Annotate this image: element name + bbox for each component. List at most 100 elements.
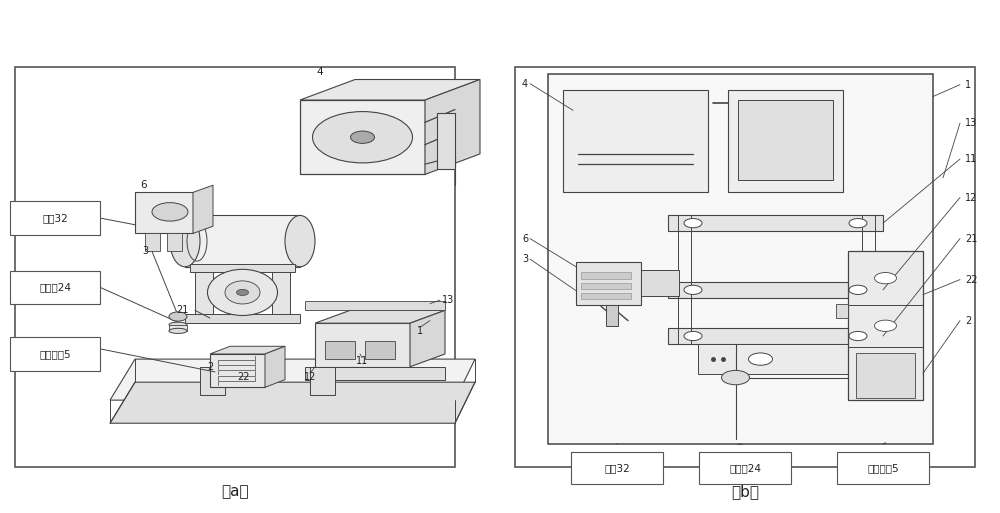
Polygon shape [410, 310, 445, 367]
Circle shape [875, 320, 897, 331]
Text: 22: 22 [237, 372, 249, 382]
Circle shape [849, 331, 867, 341]
Text: 6: 6 [522, 233, 528, 244]
Bar [135, 192, 193, 233]
Bar [300, 100, 425, 174]
Text: 2: 2 [207, 362, 213, 372]
Polygon shape [315, 310, 445, 323]
Bar [145, 233, 160, 251]
Circle shape [722, 370, 750, 385]
Circle shape [351, 131, 374, 143]
Text: 注射泵24: 注射泵24 [39, 282, 71, 292]
Text: 气泵32: 气泵32 [42, 213, 68, 223]
Bar [167, 233, 182, 251]
Text: 1: 1 [965, 80, 971, 90]
Bar [837, 452, 929, 484]
Bar [563, 90, 708, 192]
Circle shape [849, 219, 867, 228]
Ellipse shape [169, 322, 187, 327]
Bar [365, 341, 395, 359]
Bar [272, 267, 290, 318]
Ellipse shape [169, 328, 187, 333]
Bar [305, 367, 445, 380]
Bar [606, 305, 618, 326]
Text: 气泳32: 气泳32 [604, 463, 630, 473]
Text: 3: 3 [142, 246, 148, 256]
Polygon shape [265, 346, 285, 387]
Polygon shape [193, 185, 213, 233]
Circle shape [684, 331, 702, 341]
Text: 注射泳24: 注射泳24 [729, 463, 761, 473]
Text: 检测组件5: 检测组件5 [39, 349, 71, 359]
Ellipse shape [225, 281, 260, 304]
Bar [576, 262, 641, 305]
Bar [515, 67, 975, 467]
Bar [581, 272, 631, 279]
Bar [10, 202, 100, 235]
Bar [200, 367, 225, 395]
Text: 12: 12 [304, 372, 316, 382]
Text: 13: 13 [442, 295, 454, 305]
Bar [10, 338, 100, 370]
Bar [548, 74, 933, 444]
Text: 4: 4 [317, 67, 323, 77]
Circle shape [684, 219, 702, 228]
Bar [699, 452, 791, 484]
Text: （a）: （a） [221, 484, 249, 499]
Bar [10, 271, 100, 304]
Bar [848, 251, 923, 400]
Bar [581, 283, 631, 289]
Bar [185, 215, 300, 267]
Bar [315, 323, 410, 367]
Circle shape [849, 285, 867, 294]
Bar [738, 100, 833, 180]
Text: 12: 12 [965, 192, 977, 203]
Bar [15, 67, 455, 467]
Circle shape [312, 111, 413, 163]
Bar [862, 215, 875, 344]
Bar [185, 314, 300, 323]
Bar [668, 215, 883, 231]
Bar [169, 325, 187, 331]
Bar [668, 328, 883, 344]
Text: 4: 4 [522, 78, 528, 89]
Text: 21: 21 [176, 305, 188, 315]
Polygon shape [300, 80, 480, 100]
Bar [668, 282, 883, 298]
Text: （b）: （b） [731, 484, 759, 499]
Bar [195, 267, 213, 318]
Text: 3: 3 [522, 254, 528, 264]
Polygon shape [110, 382, 475, 423]
Bar [325, 341, 355, 359]
Bar [305, 301, 445, 310]
Polygon shape [425, 80, 480, 174]
Bar [856, 353, 915, 398]
Ellipse shape [285, 215, 315, 267]
Text: 2: 2 [965, 315, 971, 326]
Circle shape [169, 312, 187, 321]
Text: 22: 22 [965, 274, 978, 285]
Circle shape [875, 272, 897, 284]
Circle shape [152, 203, 188, 221]
Text: 21: 21 [965, 233, 977, 244]
Bar [678, 215, 691, 344]
Polygon shape [210, 346, 285, 354]
Ellipse shape [170, 215, 200, 267]
Bar [437, 113, 455, 169]
Text: 检测组件5: 检测组件5 [867, 463, 899, 473]
Bar [581, 293, 631, 299]
Bar [641, 270, 679, 296]
Bar [728, 90, 843, 192]
Bar [190, 264, 295, 272]
Text: 11: 11 [356, 356, 368, 366]
Bar [210, 354, 265, 387]
Circle shape [237, 289, 248, 295]
Bar [836, 304, 848, 318]
FancyArrowPatch shape [883, 443, 886, 444]
Ellipse shape [208, 269, 278, 315]
Bar [698, 344, 853, 374]
Text: 6: 6 [140, 180, 147, 190]
Polygon shape [110, 359, 475, 400]
Circle shape [684, 285, 702, 294]
Text: 11: 11 [965, 154, 977, 164]
